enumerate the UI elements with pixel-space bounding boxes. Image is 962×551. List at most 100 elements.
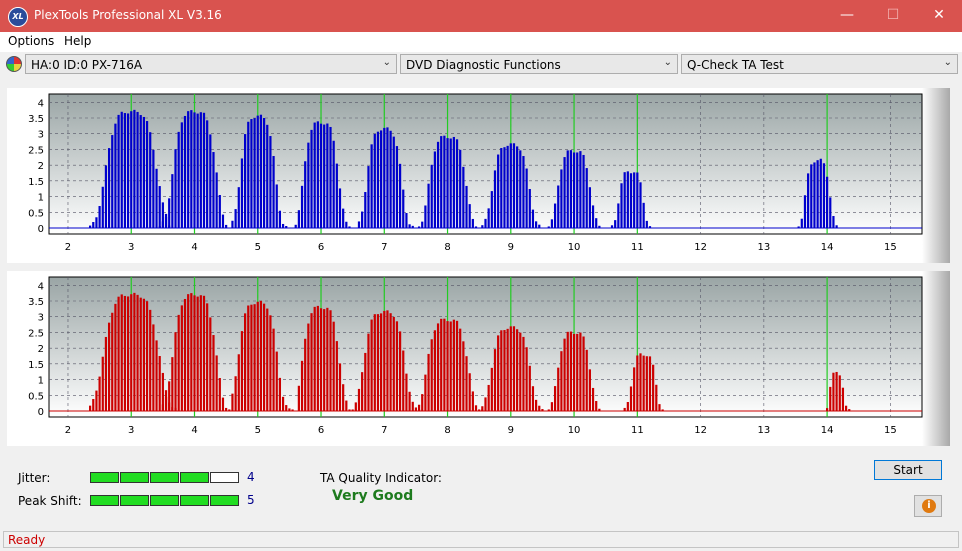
bar xyxy=(832,372,835,411)
bar xyxy=(234,376,237,411)
bar xyxy=(636,172,639,228)
x-tick-label: 9 xyxy=(508,242,514,253)
ta-quality-value: Very Good xyxy=(332,488,414,504)
start-button[interactable]: Start xyxy=(874,460,942,480)
bar xyxy=(92,398,95,411)
bar xyxy=(136,294,139,411)
bar xyxy=(95,390,98,411)
y-tick-label: 3.5 xyxy=(28,297,44,308)
x-tick-label: 12 xyxy=(694,425,707,436)
bar xyxy=(569,150,573,228)
x-tick-label: 5 xyxy=(255,242,261,253)
bar xyxy=(835,225,838,228)
bar xyxy=(560,169,563,228)
bar xyxy=(332,140,335,228)
bar xyxy=(240,331,244,411)
bar xyxy=(414,407,418,411)
status-text: Ready xyxy=(8,533,46,547)
bar xyxy=(130,111,133,228)
peak-shift-label: Peak Shift: xyxy=(18,494,82,508)
bar xyxy=(440,136,443,228)
bar xyxy=(130,294,133,411)
minimize-icon[interactable]: — xyxy=(840,7,854,23)
bar xyxy=(497,154,500,228)
x-tick-label: 10 xyxy=(568,242,581,253)
bar xyxy=(389,313,392,411)
bar xyxy=(275,184,278,228)
bar xyxy=(617,203,620,228)
bar xyxy=(275,351,278,411)
menu-options[interactable]: Options xyxy=(8,34,55,48)
bar xyxy=(348,226,351,228)
bar xyxy=(168,381,171,411)
bar xyxy=(329,310,332,411)
bar xyxy=(319,123,323,228)
bar xyxy=(155,340,158,411)
y-tick-label: 0 xyxy=(38,407,44,418)
bar xyxy=(402,350,405,411)
bar xyxy=(376,131,380,228)
bar xyxy=(620,183,623,228)
bar xyxy=(361,372,364,411)
x-tick-label: 6 xyxy=(318,242,324,253)
bar xyxy=(209,134,212,228)
ta-quality-label: TA Quality Indicator: xyxy=(320,471,442,485)
bar xyxy=(272,156,275,228)
x-tick-label: 2 xyxy=(65,425,71,436)
bar xyxy=(107,322,111,411)
bar xyxy=(639,353,642,411)
bar xyxy=(484,218,487,228)
bar xyxy=(307,323,310,411)
bar xyxy=(373,314,376,411)
x-tick-label: 2 xyxy=(65,242,71,253)
bar xyxy=(310,129,313,228)
bar xyxy=(522,336,525,411)
bar xyxy=(493,170,497,228)
peak-shift-meter-segment xyxy=(150,495,179,506)
menu-bar: Options Help xyxy=(0,32,962,52)
x-tick-label: 13 xyxy=(757,242,770,253)
bar xyxy=(145,121,149,228)
bar xyxy=(164,396,168,411)
bar xyxy=(269,136,272,228)
x-tick-label: 7 xyxy=(381,242,387,253)
menu-help[interactable]: Help xyxy=(64,34,92,48)
bar xyxy=(813,162,816,228)
bar xyxy=(566,331,569,411)
y-tick-label: 3 xyxy=(38,313,44,324)
bar xyxy=(462,341,465,411)
bar xyxy=(389,130,392,228)
bar xyxy=(237,187,240,228)
bar xyxy=(557,367,560,411)
info-button[interactable]: i xyxy=(914,495,942,517)
bar xyxy=(629,173,633,228)
bar xyxy=(133,109,136,228)
bar xyxy=(487,208,490,228)
bar xyxy=(231,393,234,411)
drive-select[interactable]: HA:0 ID:0 PX-716A ⌄ xyxy=(25,54,397,74)
app-icon: XL xyxy=(8,7,28,27)
x-tick-label: 8 xyxy=(444,242,450,253)
x-tick-label: 9 xyxy=(508,425,514,436)
bar xyxy=(294,224,297,228)
test-select[interactable]: Q-Check TA Test ⌄ xyxy=(681,54,958,74)
bar xyxy=(424,374,427,411)
bar xyxy=(149,309,152,411)
bar xyxy=(380,313,383,411)
bar xyxy=(342,208,345,228)
bar xyxy=(357,388,361,411)
bar xyxy=(481,406,484,411)
maximize-icon[interactable]: ☐ xyxy=(886,7,900,23)
y-tick-label: 1 xyxy=(38,193,44,204)
function-select[interactable]: DVD Diagnostic Functions ⌄ xyxy=(400,54,678,74)
bar xyxy=(433,151,436,228)
bar xyxy=(478,409,481,411)
bar xyxy=(297,385,300,411)
bar xyxy=(114,123,117,228)
close-icon[interactable]: ✕ xyxy=(933,7,945,23)
bar xyxy=(323,309,326,411)
bar xyxy=(563,157,566,228)
bar xyxy=(503,330,506,411)
bar xyxy=(626,171,629,228)
bar xyxy=(547,226,550,228)
